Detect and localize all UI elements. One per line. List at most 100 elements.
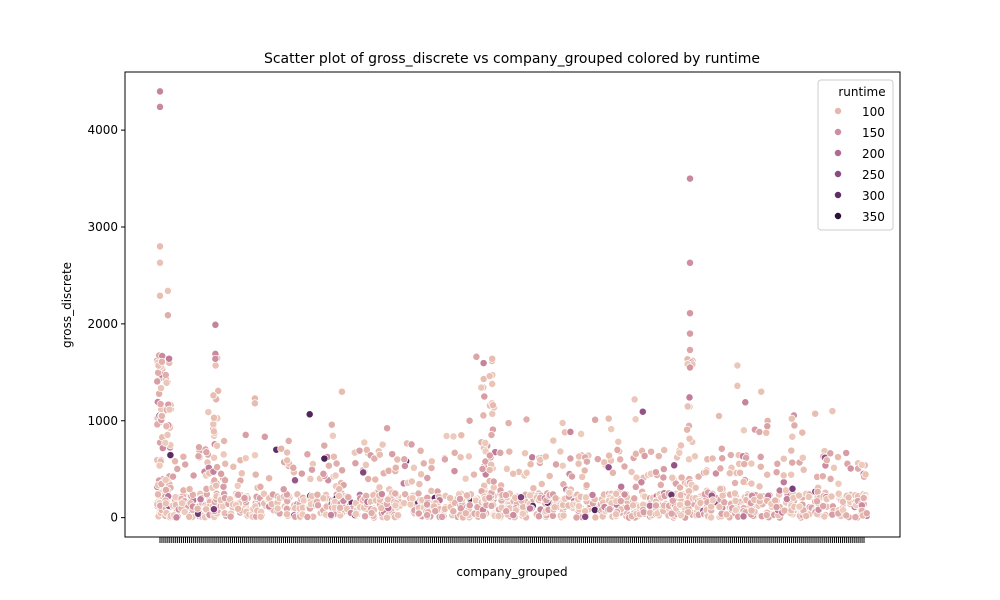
scatter-point	[320, 441, 329, 450]
scatter-point	[668, 496, 677, 505]
scatter-point	[588, 491, 597, 499]
scatter-point	[209, 427, 218, 436]
scatter-point	[550, 503, 559, 512]
scatter-point	[464, 452, 473, 461]
scatter-point	[450, 467, 459, 476]
x-axis-ticks	[159, 537, 865, 543]
scatter-point	[772, 503, 781, 512]
scatter-point	[332, 459, 341, 468]
scatter-point	[485, 493, 494, 502]
scatter-point	[324, 461, 333, 470]
scatter-point	[620, 490, 629, 499]
scatter-point	[739, 477, 748, 486]
scatter-point	[384, 466, 393, 475]
scatter-point	[260, 432, 269, 441]
scatter-point	[747, 459, 756, 468]
scatter-point	[442, 432, 451, 440]
scatter-point	[614, 437, 623, 446]
scatter-point	[772, 468, 781, 477]
scatter-point	[260, 489, 268, 498]
scatter-point	[153, 377, 162, 386]
scatter-point	[574, 459, 583, 468]
scatter-point	[391, 489, 400, 498]
y-tick-label: 1000	[87, 414, 118, 428]
scatter-point	[446, 494, 455, 503]
scatter-point	[378, 440, 387, 449]
scatter-point	[181, 460, 190, 469]
scatter-point	[461, 474, 470, 483]
scatter-point	[779, 471, 788, 480]
scatter-point	[335, 485, 344, 493]
scatter-point	[577, 429, 586, 438]
scatter-point	[229, 462, 238, 471]
scatter-point	[211, 361, 220, 370]
scatter-point	[685, 434, 694, 443]
scatter-point	[827, 492, 836, 501]
scatter-point	[526, 491, 534, 500]
legend-marker	[834, 107, 842, 115]
scatter-point	[241, 430, 250, 439]
scatter-point	[213, 441, 221, 450]
scatter-point	[364, 475, 373, 483]
scatter-point	[166, 451, 175, 460]
scatter-point	[284, 436, 293, 445]
scatter-point	[612, 510, 620, 519]
scatter-point	[189, 471, 198, 480]
scatter-point	[647, 447, 656, 456]
scatter-point	[416, 446, 425, 455]
scatter-point	[711, 469, 720, 478]
scatter-point	[409, 463, 418, 472]
scatter-point	[193, 504, 202, 513]
scatter-point	[741, 398, 750, 407]
scatter-point	[613, 445, 622, 454]
scatter-point	[747, 506, 756, 515]
scatter-point	[716, 464, 725, 473]
scatter-point	[440, 455, 449, 464]
scatter-point	[526, 504, 534, 513]
scatter-point	[383, 495, 392, 504]
scatter-point	[690, 452, 699, 461]
scatter-point	[757, 387, 766, 396]
legend-marker	[834, 170, 842, 178]
scatter-point	[359, 468, 368, 477]
scatter-point	[211, 354, 220, 363]
scatter-point	[830, 463, 838, 472]
scatter-point	[762, 511, 771, 520]
scatter-point	[528, 453, 537, 462]
scatter-point	[686, 329, 694, 338]
scatter-point	[338, 466, 347, 475]
legend-marker	[834, 191, 842, 199]
scatter-point	[456, 453, 465, 462]
scatter-point	[686, 174, 694, 183]
scatter-point	[565, 488, 574, 497]
scatter-point	[502, 464, 511, 473]
scatter-point	[616, 455, 625, 464]
scatter-point	[521, 449, 529, 458]
scatter-point	[574, 502, 583, 511]
scatter-point	[640, 451, 649, 460]
scatter-point	[651, 468, 660, 477]
scatter-point	[685, 393, 694, 402]
scatter-point	[361, 460, 370, 469]
scatter-point	[154, 490, 162, 499]
scatter-point	[320, 454, 329, 463]
scatter-point	[654, 452, 663, 461]
scatter-point	[763, 470, 772, 479]
scatter-point	[283, 510, 291, 519]
scatter-point	[494, 512, 503, 521]
scatter-point	[818, 472, 827, 481]
y-tick-label: 3000	[87, 220, 118, 234]
scatter-point	[400, 499, 409, 508]
scatter-point	[209, 391, 218, 400]
scatter-point	[756, 452, 765, 461]
scatter-point	[826, 474, 835, 483]
legend-label: 200	[862, 147, 885, 161]
scatter-point	[283, 448, 292, 457]
scatter-point	[407, 440, 416, 449]
scatter-point	[795, 491, 803, 500]
scatter-point	[676, 483, 684, 492]
scatter-point	[314, 501, 322, 510]
scatter-point	[558, 461, 567, 470]
scatter-point	[708, 496, 717, 505]
scatter-point	[795, 502, 804, 511]
